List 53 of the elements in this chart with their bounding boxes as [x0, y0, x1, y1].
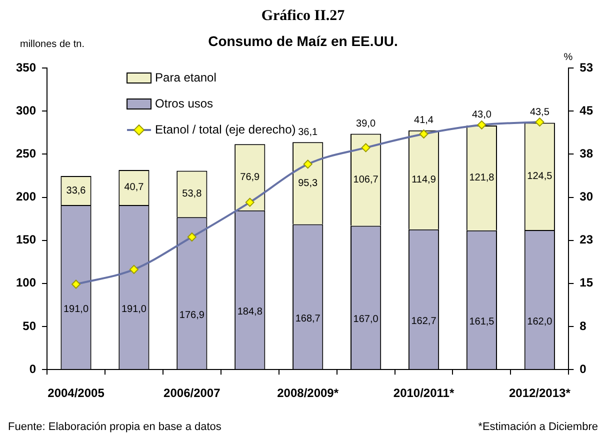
data-label: 162,0	[527, 316, 553, 328]
data-label: 176,9	[179, 310, 205, 321]
data-label: 36,1	[298, 126, 318, 138]
text: *Estimación a Diciembre	[478, 421, 598, 433]
y-tick-label: 0	[29, 362, 36, 376]
data-label: 121,8	[469, 172, 495, 184]
data-label: 168,7	[295, 313, 321, 324]
data-label: 162,7	[411, 316, 437, 327]
x-tick-label: 2012/2013*	[508, 386, 571, 400]
chart-subtitle: Consumo de Maíz en EE.UU.	[208, 33, 398, 49]
y-tick-label: 250	[16, 146, 36, 160]
data-label: 41,4	[414, 115, 434, 126]
data-label: 33,6	[66, 185, 86, 196]
y2-tick-label: 8	[580, 318, 587, 333]
y2-axis-title: %	[564, 52, 573, 63]
x-tick-label: 2008/2009*	[277, 386, 339, 400]
data-label: 43,5	[530, 106, 550, 118]
data-label: 191,0	[121, 304, 147, 315]
x-tick-label: 2006/2007	[164, 386, 221, 400]
data-label: 167,0	[353, 314, 379, 326]
legend-label: Para etanol	[155, 70, 216, 84]
y2-tick-label: 53	[580, 60, 594, 74]
x-tick-label: 2010/2011*	[393, 386, 454, 400]
source-note: Fuente: Elaboración propia en base a datos	[8, 421, 222, 433]
y-axis-title: millones de tn.	[20, 39, 84, 50]
data-label: 40,7	[124, 182, 144, 194]
chart-title: Gráfico II.27	[261, 8, 346, 24]
data-label: 191,0	[63, 304, 89, 315]
data-label: 76,9	[240, 172, 260, 183]
y2-tick-label: 0	[580, 362, 587, 376]
data-label: 53,8	[182, 188, 202, 200]
data-label: 161,5	[469, 316, 495, 328]
x-tick-label: 2004/2005	[48, 386, 105, 400]
data-label: 43,0	[472, 110, 492, 121]
y2-tick-label: 15	[580, 276, 594, 290]
y2-tick-label: 45	[580, 103, 594, 118]
data-label: 106,7	[353, 174, 379, 186]
y2-tick-label: 30	[580, 190, 594, 204]
y-tick-label: 300	[16, 103, 36, 118]
data-label: 184,8	[237, 306, 263, 318]
data-label: 124,5	[527, 171, 553, 182]
y2-tick-label: 38	[580, 146, 594, 160]
y-tick-label: 50	[22, 318, 36, 333]
legend-label: Etanol / total (eje derecho)	[155, 122, 296, 136]
data-label: 114,9	[412, 174, 436, 186]
y-tick-label: 150	[16, 232, 36, 247]
data-label: 39,0	[356, 118, 376, 130]
y2-tick-label: 23	[580, 232, 594, 247]
y-tick-label: 350	[16, 60, 36, 74]
y-tick-label: 200	[16, 190, 36, 204]
legend-label: Otros usos	[155, 96, 214, 110]
y-tick-label: 100	[16, 276, 36, 290]
data-label: 95,3	[298, 178, 318, 189]
